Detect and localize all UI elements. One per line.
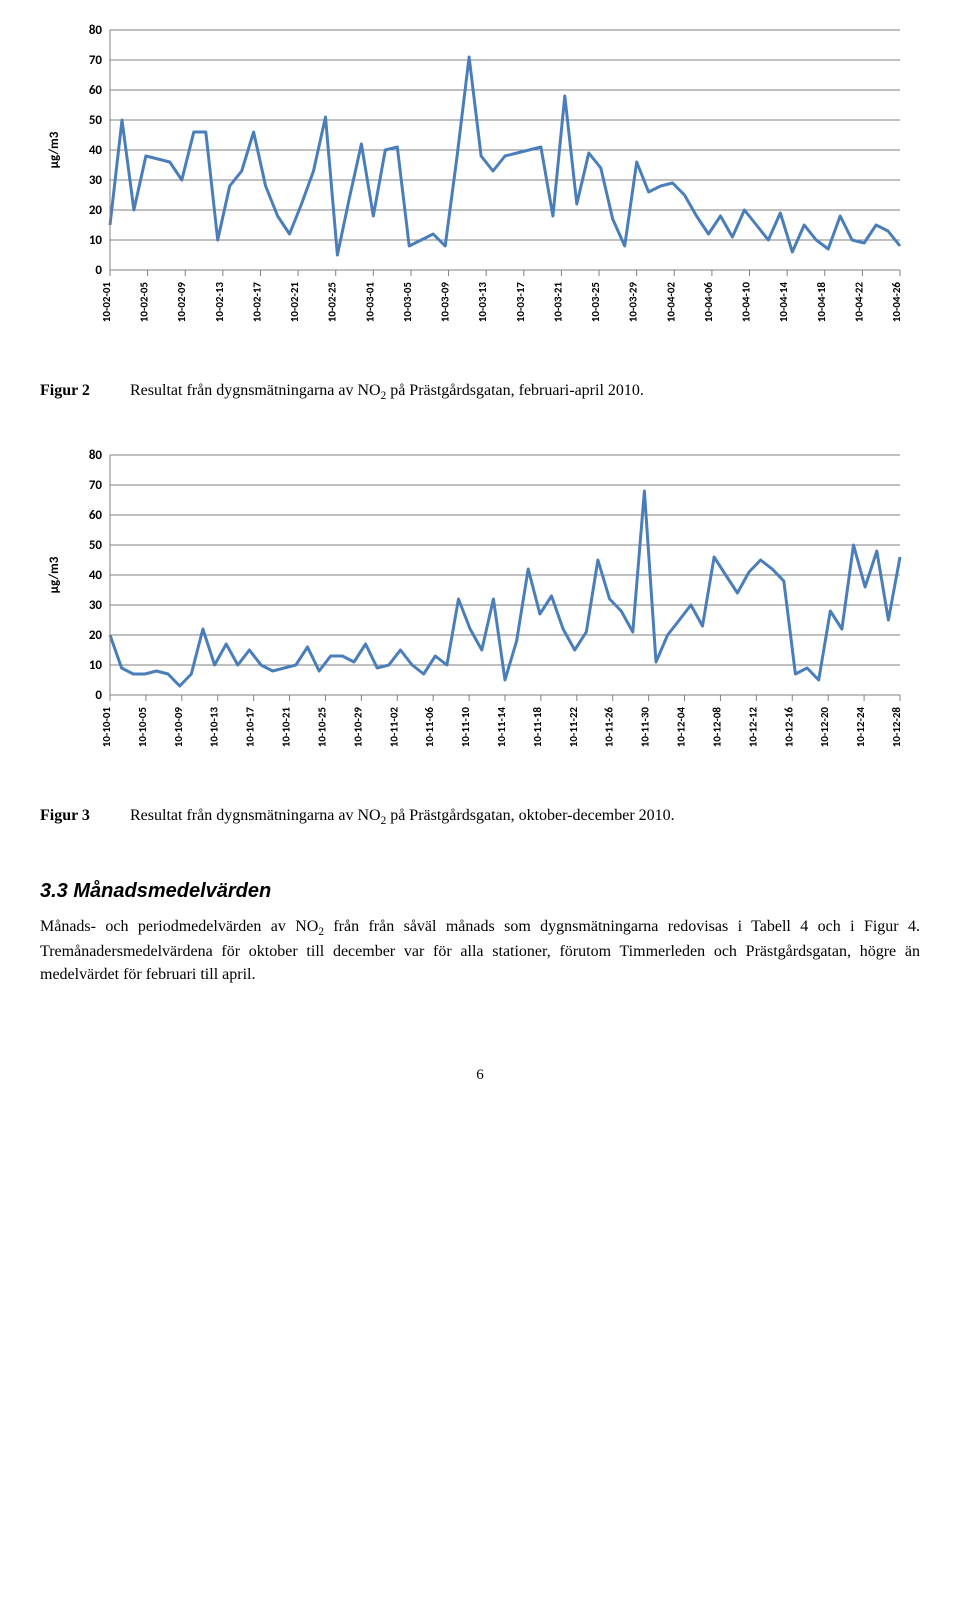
svg-text:10-10-17: 10-10-17 bbox=[244, 706, 257, 747]
svg-text:10-04-10: 10-04-10 bbox=[740, 282, 753, 323]
svg-text:10-02-17: 10-02-17 bbox=[250, 282, 263, 323]
svg-text:μg/m3: μg/m3 bbox=[47, 131, 62, 168]
svg-text:50: 50 bbox=[89, 113, 103, 128]
svg-text:10-12-08: 10-12-08 bbox=[710, 706, 723, 747]
figure-2-svg: 0 10 20 30 40 50 60 70 80 μg/m3 10-02-01 10-02-05 10… bbox=[40, 20, 920, 350]
svg-text:60: 60 bbox=[89, 508, 103, 523]
svg-text:10-03-13: 10-03-13 bbox=[476, 282, 489, 323]
svg-text:10-10-21: 10-10-21 bbox=[280, 706, 293, 747]
svg-text:80: 80 bbox=[89, 23, 103, 38]
svg-text:10-02-05: 10-02-05 bbox=[138, 282, 151, 323]
figure-2-chart: 0 10 20 30 40 50 60 70 80 μg/m3 10-02-01 10-02-05 10… bbox=[40, 20, 920, 350]
figure-3-chart: 0 10 20 30 40 50 60 70 80 μg/m3 10-10-01 10-10-05 10… bbox=[40, 445, 920, 775]
figure-3-caption: Figur 3 Resultat från dygnsmätningarna a… bbox=[40, 805, 920, 830]
svg-text:10-10-13: 10-10-13 bbox=[208, 706, 221, 747]
svg-text:10-04-18: 10-04-18 bbox=[815, 282, 828, 323]
svg-text:10-11-14: 10-11-14 bbox=[495, 706, 508, 747]
svg-text:10-11-10: 10-11-10 bbox=[459, 706, 472, 747]
svg-text:10-03-05: 10-03-05 bbox=[401, 282, 414, 323]
svg-text:10-12-20: 10-12-20 bbox=[818, 706, 831, 747]
svg-text:10-02-13: 10-02-13 bbox=[213, 282, 226, 323]
svg-text:10-03-17: 10-03-17 bbox=[514, 282, 527, 323]
svg-text:60: 60 bbox=[89, 83, 103, 98]
svg-text:10-10-01: 10-10-01 bbox=[100, 706, 113, 747]
svg-text:70: 70 bbox=[89, 53, 103, 68]
svg-text:10-04-02: 10-04-02 bbox=[664, 282, 677, 323]
figure-3-text: Resultat från dygnsmätningarna av NO2 på… bbox=[130, 805, 920, 830]
svg-text:10-03-25: 10-03-25 bbox=[589, 282, 602, 323]
svg-text:10-10-25: 10-10-25 bbox=[315, 706, 328, 747]
svg-text:0: 0 bbox=[95, 263, 102, 278]
figure-3-svg: 0 10 20 30 40 50 60 70 80 μg/m3 10-10-01 10-10-05 10… bbox=[40, 445, 920, 775]
svg-text:10-03-01: 10-03-01 bbox=[363, 282, 376, 323]
svg-text:10-11-30: 10-11-30 bbox=[639, 706, 652, 747]
svg-text:80: 80 bbox=[89, 448, 103, 463]
svg-text:50: 50 bbox=[89, 538, 103, 553]
svg-text:70: 70 bbox=[89, 478, 103, 493]
svg-text:10-04-26: 10-04-26 bbox=[890, 282, 903, 323]
svg-text:0: 0 bbox=[95, 688, 102, 703]
svg-text:10-12-16: 10-12-16 bbox=[782, 706, 795, 747]
svg-text:10-11-06: 10-11-06 bbox=[423, 706, 436, 747]
svg-text:20: 20 bbox=[89, 628, 103, 643]
svg-text:10-10-09: 10-10-09 bbox=[172, 706, 185, 747]
page-number: 6 bbox=[40, 1067, 920, 1084]
svg-text:10-02-25: 10-02-25 bbox=[326, 282, 339, 323]
svg-text:10-11-22: 10-11-22 bbox=[567, 706, 580, 747]
section-heading: 3.3 Månadsmedelvärden bbox=[40, 880, 920, 903]
svg-text:10-03-29: 10-03-29 bbox=[627, 282, 640, 323]
svg-text:μg/m3: μg/m3 bbox=[47, 556, 62, 593]
svg-text:10-11-02: 10-11-02 bbox=[387, 706, 400, 747]
body-paragraph: Månads- och periodmedelvärden av NO2 frå… bbox=[40, 915, 920, 987]
svg-text:10-12-24: 10-12-24 bbox=[854, 706, 867, 747]
svg-text:40: 40 bbox=[89, 143, 103, 158]
svg-text:10-02-09: 10-02-09 bbox=[175, 282, 188, 323]
svg-text:10-11-18: 10-11-18 bbox=[531, 706, 544, 747]
svg-text:30: 30 bbox=[89, 598, 103, 613]
svg-text:10: 10 bbox=[89, 658, 103, 673]
svg-text:10-02-21: 10-02-21 bbox=[288, 282, 301, 323]
svg-text:10-02-01: 10-02-01 bbox=[100, 282, 113, 323]
svg-text:40: 40 bbox=[89, 568, 103, 583]
svg-text:30: 30 bbox=[89, 173, 103, 188]
svg-text:10-04-22: 10-04-22 bbox=[852, 282, 865, 323]
figure-3-label: Figur 3 bbox=[40, 805, 130, 830]
svg-text:10-04-14: 10-04-14 bbox=[777, 282, 790, 323]
svg-text:10-10-05: 10-10-05 bbox=[136, 706, 149, 747]
svg-text:10-12-28: 10-12-28 bbox=[890, 706, 903, 747]
svg-text:10: 10 bbox=[89, 233, 103, 248]
svg-text:20: 20 bbox=[89, 203, 103, 218]
svg-text:10-03-21: 10-03-21 bbox=[551, 282, 564, 323]
svg-text:10-03-09: 10-03-09 bbox=[439, 282, 452, 323]
figure-2-label: Figur 2 bbox=[40, 380, 130, 405]
svg-text:10-10-29: 10-10-29 bbox=[351, 706, 364, 747]
figure-2-text: Resultat från dygnsmätningarna av NO2 på… bbox=[130, 380, 920, 405]
svg-text:10-04-06: 10-04-06 bbox=[702, 282, 715, 323]
svg-text:10-12-04: 10-12-04 bbox=[675, 706, 688, 747]
svg-text:10-11-26: 10-11-26 bbox=[603, 706, 616, 747]
svg-text:10-12-12: 10-12-12 bbox=[746, 706, 759, 747]
figure-2-caption: Figur 2 Resultat från dygnsmätningarna a… bbox=[40, 380, 920, 405]
